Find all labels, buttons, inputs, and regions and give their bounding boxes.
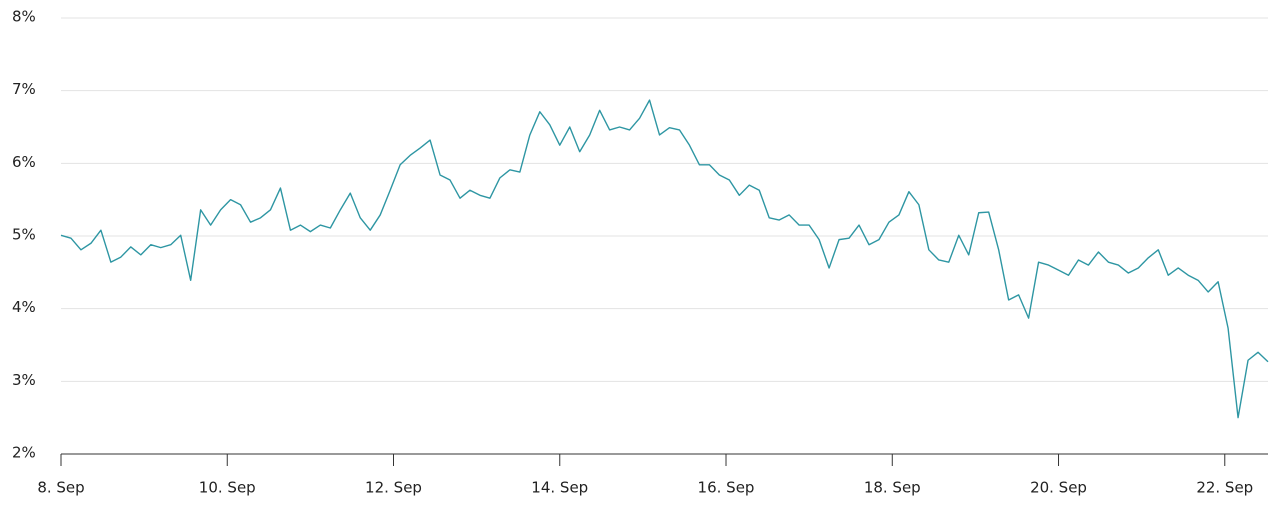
y-tick-label: 2% bbox=[12, 444, 36, 462]
y-tick-label: 4% bbox=[12, 298, 36, 316]
data-line bbox=[60, 99, 1269, 419]
y-tick-label: 3% bbox=[12, 371, 36, 389]
x-tick-label: 8. Sep bbox=[37, 479, 84, 497]
x-tick-label: 16. Sep bbox=[698, 479, 755, 497]
y-tick-label: 6% bbox=[12, 153, 36, 171]
x-tick-label: 18. Sep bbox=[864, 479, 921, 497]
x-tick-label: 12. Sep bbox=[365, 479, 422, 497]
y-tick-label: 5% bbox=[12, 226, 36, 244]
y-tick-label: 7% bbox=[12, 80, 36, 98]
y-tick-label: 8% bbox=[12, 8, 36, 26]
x-tick-label: 20. Sep bbox=[1030, 479, 1087, 497]
x-tick-label: 22. Sep bbox=[1196, 479, 1253, 497]
x-tick-label: 14. Sep bbox=[531, 479, 588, 497]
x-tick-label: 10. Sep bbox=[199, 479, 256, 497]
